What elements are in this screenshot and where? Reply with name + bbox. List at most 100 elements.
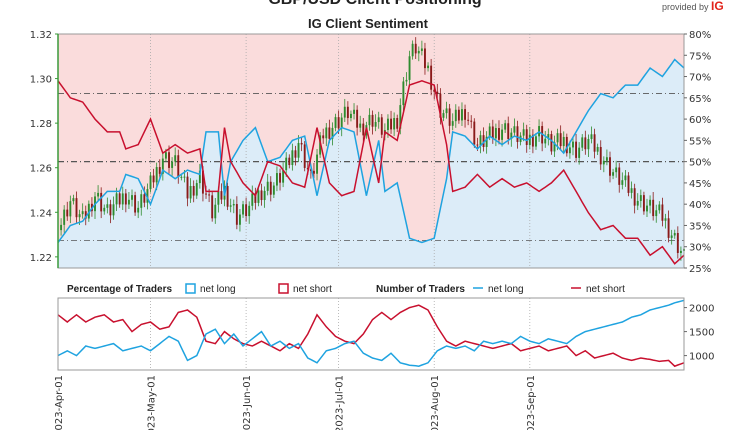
date-tick-label: 2023-Aug-01 (430, 375, 441, 430)
candle-body (393, 118, 396, 130)
candle-body (442, 113, 445, 118)
candle-body (658, 204, 661, 211)
candle-body (60, 224, 63, 231)
candle-body (103, 207, 106, 212)
candle-body (565, 136, 568, 154)
candle-body (470, 120, 473, 122)
candle-body (309, 169, 312, 171)
candle-body (485, 136, 488, 147)
candle-body (504, 123, 507, 130)
candle-body (137, 207, 140, 213)
candle-body (436, 91, 439, 94)
count-tick-label: 2000 (689, 304, 714, 315)
candle-body (186, 176, 189, 199)
candle-body (661, 204, 664, 221)
candle-body (220, 191, 223, 200)
candle-body (353, 109, 355, 114)
count-tick-label: 1500 (689, 328, 714, 339)
candle-body (578, 147, 581, 158)
candle-body (433, 89, 436, 92)
candle-body (294, 150, 297, 158)
candle-body (649, 199, 652, 206)
candle-body (507, 123, 510, 139)
candle-body (494, 128, 497, 139)
candle-body (174, 155, 177, 162)
candle-body (639, 195, 642, 201)
candle-body (411, 43, 414, 57)
candle-body (464, 109, 467, 120)
candle-body (368, 114, 371, 126)
pct-tick-label: 50% (689, 158, 711, 169)
candle-body (334, 117, 337, 128)
pct-tick-label: 30% (689, 243, 711, 254)
candle-body (112, 204, 115, 216)
candle-body (208, 194, 211, 196)
candle-body (454, 109, 457, 122)
candle-body (356, 109, 359, 128)
candle-body (291, 150, 294, 166)
legend-pct-title: Percentage of Traders (67, 284, 172, 295)
pct-tick-label: 65% (689, 94, 711, 105)
price-tick-label: 1.22 (30, 253, 52, 264)
candle-body (501, 129, 504, 140)
candle-body (584, 137, 587, 150)
count-axis: 1000 1500 2000 (684, 304, 714, 363)
candle-body (667, 218, 670, 238)
candle-body (214, 204, 217, 219)
net-long-count-line (57, 299, 685, 367)
candle-body (155, 167, 158, 183)
candle-body (414, 43, 417, 54)
legend-pct-long: net long (200, 284, 236, 295)
candle-body (319, 135, 322, 155)
candle-body (78, 214, 81, 218)
candle-body (380, 117, 383, 135)
candle-body (127, 199, 130, 205)
price-tick-label: 1.32 (30, 30, 52, 41)
candle-body (599, 146, 602, 165)
candle-body (627, 175, 630, 193)
candle-body (525, 129, 528, 145)
candle-body (664, 218, 667, 221)
candle-body (516, 126, 519, 142)
candle-body (593, 134, 596, 152)
candle-body (297, 142, 300, 158)
net-short-count-line (57, 304, 685, 368)
candle-body (633, 188, 636, 206)
pct-tick-label: 45% (689, 179, 711, 190)
candle-body (121, 193, 124, 205)
candle-body (575, 141, 578, 158)
candle-body (387, 118, 389, 131)
candle-body (461, 109, 463, 121)
candle-body (81, 211, 84, 215)
candle-body (180, 176, 183, 178)
candle-body (544, 138, 547, 144)
pct-tick-label: 60% (689, 115, 711, 126)
legend-num-short: net short (586, 284, 625, 295)
candle-body (69, 201, 72, 217)
candle-body (642, 195, 645, 212)
top-panel: 1.22 1.24 1.26 1.28 1.30 1.32 25% 30% 35% 40% 45%… (30, 30, 712, 275)
brand-logo: provided by IG (662, 0, 724, 13)
candle-body (158, 167, 161, 174)
price-tick-label: 1.28 (30, 119, 52, 130)
candle-body (346, 106, 349, 119)
candle-body (602, 160, 605, 165)
candle-body (251, 193, 254, 206)
candle-body (424, 48, 426, 69)
legend-pct-short-swatch (278, 283, 289, 294)
candle-body (149, 175, 152, 190)
candle-body (390, 118, 392, 130)
candle-body (427, 65, 430, 69)
candle-body (655, 210, 658, 217)
candle-body (109, 204, 112, 216)
provided-by-label: provided by (662, 2, 709, 12)
candle-body (63, 209, 66, 225)
candle-body (124, 193, 127, 205)
candle-body (279, 173, 281, 183)
legend-pct-short: net short (293, 284, 332, 295)
pct-tick-label: 70% (689, 73, 711, 84)
candle-body (300, 142, 303, 145)
candle-body (556, 133, 559, 143)
candle-body (609, 157, 611, 176)
